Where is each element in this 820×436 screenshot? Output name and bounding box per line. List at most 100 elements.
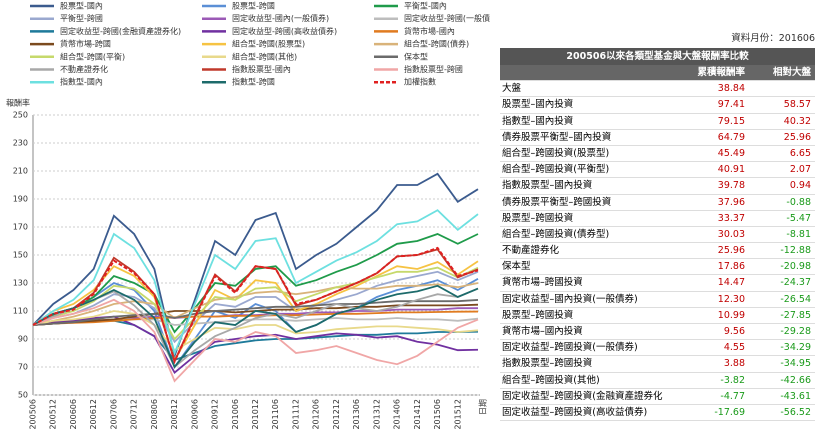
cell: 12.30 <box>717 293 745 305</box>
table-row: 貨幣市場–國內投資 9.56 -29.28 <box>500 324 815 341</box>
series-line <box>32 266 479 341</box>
series-line <box>32 260 479 363</box>
series-line <box>32 282 479 326</box>
x-axis-label: 日期 <box>479 399 488 415</box>
table-row: 不動產證券化 25.96 -12.88 <box>500 243 815 260</box>
x-tick-label: 200806 <box>150 399 159 430</box>
cell: 30.03 <box>717 228 745 240</box>
cell: 38.84 <box>717 83 745 95</box>
cell: 64.79 <box>717 131 745 143</box>
cell: 固定收益型–國內投資(一般債券) <box>502 293 638 305</box>
y-tick-label: 110 <box>13 307 28 316</box>
series-line <box>32 233 479 334</box>
table: 資料月份：201606 200506以來各類型基金與大盤報酬率比較 累積報酬率 相… <box>500 30 815 422</box>
cell: 指數股票型–跨國投資 <box>502 358 593 370</box>
legend-label: 平衡型-國內 <box>404 1 447 11</box>
x-tick-label: 201206 <box>312 399 321 430</box>
cell: 固定收益型–跨國投資(金融資產證券化 <box>502 390 663 402</box>
cell: -29.28 <box>780 326 811 337</box>
cell: 債券股票平衡型–跨國投資 <box>502 196 612 208</box>
cell: 37.96 <box>717 196 745 208</box>
cell: 25.96 <box>783 131 811 143</box>
legend-label: 固定收益型-跨國(高收益債券) <box>232 26 337 36</box>
cell: -24.37 <box>780 277 811 289</box>
table-row: 組合型–跨國投資(平衡型) 40.91 2.07 <box>500 162 815 179</box>
chart: 報酬率 50 70 90 110 130 150 170 190 210 230 250 200506… <box>6 1 490 430</box>
cell: -42.66 <box>780 374 811 386</box>
y-tick-label: 170 <box>13 223 28 232</box>
cell: 25.96 <box>717 245 745 257</box>
cell: 0.94 <box>789 180 811 192</box>
header-row: 累積報酬率 相對大盤 <box>500 65 815 82</box>
cell: -26.54 <box>780 293 811 305</box>
series-line <box>32 246 479 365</box>
x-tick-label: 201406 <box>393 399 402 430</box>
cell: -12.88 <box>780 245 811 257</box>
table-row: 債券股票平衡型–跨國投資 37.96 -0.88 <box>500 195 815 211</box>
cell: 組合型–跨國投資(債券型) <box>502 228 610 240</box>
table-row: 指數股票型–國內投資 39.78 0.94 <box>500 178 815 195</box>
x-tick-label: 201006 <box>231 399 240 430</box>
table-row: 保本型 17.86 -20.98 <box>500 259 815 276</box>
table-row: 組合型–跨國投資(債券型) 30.03 -8.81 <box>500 227 815 244</box>
x-tick-label: 201112 <box>291 399 300 430</box>
cell: 不動產證券化 <box>502 245 560 257</box>
legend-label: 股票型-國內 <box>60 2 103 11</box>
legend-label: 指數型-跨國 <box>232 77 275 87</box>
cell: 79.15 <box>717 115 745 127</box>
header: 累積報酬率 <box>697 67 745 78</box>
table-row: 股票型–跨國投資 10.99 -27.85 <box>500 308 815 324</box>
y-tick-label: 250 <box>13 111 28 120</box>
x-tick-label: 201412 <box>413 399 422 430</box>
cell: 股票型–跨國投資 <box>502 212 574 224</box>
cell: -20.98 <box>780 261 811 273</box>
cell: 58.57 <box>783 99 811 111</box>
x-tick-label: 201306 <box>352 399 361 430</box>
series-line <box>32 209 479 356</box>
table-row: 組合型–跨國投資(其他) -3.82 -42.66 <box>500 373 815 389</box>
x-tick-label: 200812 <box>170 399 179 430</box>
table-row: 股票型–跨國投資 33.37 -5.47 <box>500 211 815 227</box>
legend-label: 組合型-跨國(股票型) <box>232 39 305 49</box>
y-tick-label: 130 <box>13 279 28 288</box>
x-tick-label: 200706 <box>109 399 118 430</box>
x-tick-label: 200912 <box>211 399 220 430</box>
x-tick-label: 201312 <box>372 399 381 430</box>
y-axis-label: 報酬率 <box>6 98 30 108</box>
cell: 6.65 <box>789 147 811 159</box>
cell: -0.88 <box>786 196 811 208</box>
cell: 45.49 <box>717 147 745 159</box>
cell: 股票型–國內投資 <box>502 99 574 111</box>
table-row: 固定收益型–跨國投資(金融資產證券化 -4.77 -43.61 <box>500 389 815 405</box>
series-line <box>32 310 479 352</box>
y-tick-label: 190 <box>13 195 28 204</box>
legend-label: 不動產證券化 <box>60 64 108 74</box>
cell: -8.81 <box>786 228 811 240</box>
cell: 40.91 <box>717 164 745 176</box>
cell: 貨幣市場–跨國投資 <box>502 277 583 289</box>
legend-label: 貨幣市場-跨國 <box>60 39 111 49</box>
y-tick-label: 230 <box>13 139 28 148</box>
table-row: 指數股票型–跨國投資 3.88 -34.95 <box>500 356 815 373</box>
table-row: 固定收益型–跨國投資(一般債券) 4.55 -34.29 <box>500 340 815 357</box>
legend-label: 指數股票型-國內 <box>232 64 291 74</box>
x-tick-label: 201512 <box>453 399 462 430</box>
table-row: 固定收益型–跨國投資(高收益債券) -17.69 -56.52 <box>500 405 815 422</box>
table-row: 大盤 38.84 <box>500 81 815 98</box>
cell: 債券股票平衡型–國內投資 <box>502 131 612 143</box>
series-line <box>32 270 479 344</box>
cell: 指數股票型–國內投資 <box>502 180 593 192</box>
cell: 9.56 <box>723 326 745 337</box>
cell: 指數型–國內投資 <box>502 115 574 127</box>
cell: 貨幣市場–國內投資 <box>502 326 583 337</box>
table-row: 指數型–國內投資 79.15 40.32 <box>500 114 815 130</box>
cell: -3.82 <box>720 374 745 386</box>
cell: 97.41 <box>717 99 745 111</box>
table-row: 固定收益型–國內投資(一般債券) 12.30 -26.54 <box>500 292 815 308</box>
x-tick-label: 200606 <box>69 399 78 430</box>
x-tick-label: 200906 <box>190 399 199 430</box>
y-tick-label: 90 <box>18 335 28 344</box>
cell: 14.47 <box>717 277 745 289</box>
legend-label: 固定收益型-跨國(一般債券) <box>404 13 490 23</box>
